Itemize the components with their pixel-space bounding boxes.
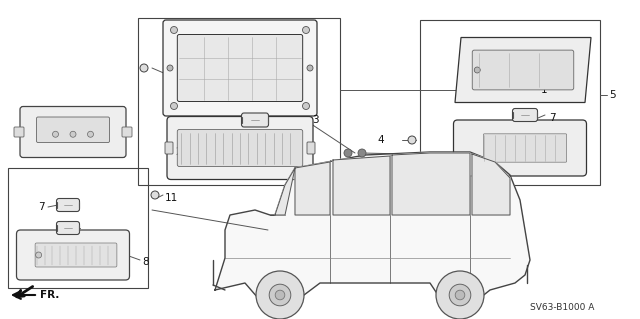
Circle shape bbox=[151, 191, 159, 199]
Polygon shape bbox=[472, 154, 510, 215]
Bar bbox=[420, 20, 600, 185]
Text: 3: 3 bbox=[312, 115, 319, 125]
Text: 10: 10 bbox=[198, 80, 211, 90]
Polygon shape bbox=[333, 156, 390, 215]
FancyBboxPatch shape bbox=[307, 142, 315, 154]
Text: 6: 6 bbox=[499, 143, 505, 153]
FancyBboxPatch shape bbox=[165, 142, 173, 154]
Text: 7: 7 bbox=[62, 225, 68, 235]
FancyBboxPatch shape bbox=[454, 120, 586, 176]
FancyBboxPatch shape bbox=[56, 198, 79, 211]
Circle shape bbox=[408, 136, 416, 144]
Circle shape bbox=[474, 67, 480, 73]
Bar bbox=[8, 168, 148, 288]
Text: 2: 2 bbox=[175, 147, 182, 157]
FancyBboxPatch shape bbox=[163, 20, 317, 116]
Polygon shape bbox=[215, 152, 530, 302]
Text: 7: 7 bbox=[38, 202, 45, 212]
Circle shape bbox=[88, 131, 93, 137]
Circle shape bbox=[358, 149, 366, 157]
Text: 11: 11 bbox=[165, 193, 179, 203]
Polygon shape bbox=[295, 162, 330, 215]
Text: 4: 4 bbox=[378, 135, 384, 145]
FancyBboxPatch shape bbox=[122, 127, 132, 137]
Polygon shape bbox=[455, 38, 591, 102]
Circle shape bbox=[52, 131, 58, 137]
Circle shape bbox=[36, 252, 42, 258]
Circle shape bbox=[170, 26, 177, 33]
Circle shape bbox=[449, 284, 471, 306]
Text: SV63-B1000 A: SV63-B1000 A bbox=[530, 303, 595, 312]
FancyBboxPatch shape bbox=[20, 107, 126, 158]
Text: 7: 7 bbox=[549, 113, 556, 123]
Circle shape bbox=[344, 149, 352, 157]
Text: FR.: FR. bbox=[40, 290, 60, 300]
Polygon shape bbox=[275, 168, 295, 215]
Bar bbox=[138, 18, 340, 185]
Text: 5: 5 bbox=[609, 90, 616, 100]
Polygon shape bbox=[392, 153, 470, 215]
FancyBboxPatch shape bbox=[56, 221, 79, 234]
FancyBboxPatch shape bbox=[472, 50, 573, 90]
FancyBboxPatch shape bbox=[17, 230, 129, 280]
FancyBboxPatch shape bbox=[14, 127, 24, 137]
Circle shape bbox=[140, 64, 148, 72]
Circle shape bbox=[70, 131, 76, 137]
Circle shape bbox=[275, 290, 285, 300]
FancyBboxPatch shape bbox=[177, 34, 303, 101]
FancyBboxPatch shape bbox=[35, 243, 117, 267]
Circle shape bbox=[303, 26, 310, 33]
Circle shape bbox=[256, 271, 304, 319]
FancyBboxPatch shape bbox=[36, 117, 109, 143]
FancyBboxPatch shape bbox=[483, 134, 566, 162]
Circle shape bbox=[436, 271, 484, 319]
Circle shape bbox=[307, 65, 313, 71]
Text: 1: 1 bbox=[541, 85, 548, 95]
FancyBboxPatch shape bbox=[241, 113, 269, 127]
Circle shape bbox=[455, 290, 465, 300]
FancyBboxPatch shape bbox=[513, 108, 538, 122]
FancyBboxPatch shape bbox=[177, 130, 303, 167]
Circle shape bbox=[167, 65, 173, 71]
Circle shape bbox=[269, 284, 291, 306]
Text: 8: 8 bbox=[142, 257, 148, 267]
FancyBboxPatch shape bbox=[167, 116, 313, 180]
Circle shape bbox=[170, 102, 177, 109]
Text: 9: 9 bbox=[55, 122, 61, 132]
Circle shape bbox=[303, 102, 310, 109]
